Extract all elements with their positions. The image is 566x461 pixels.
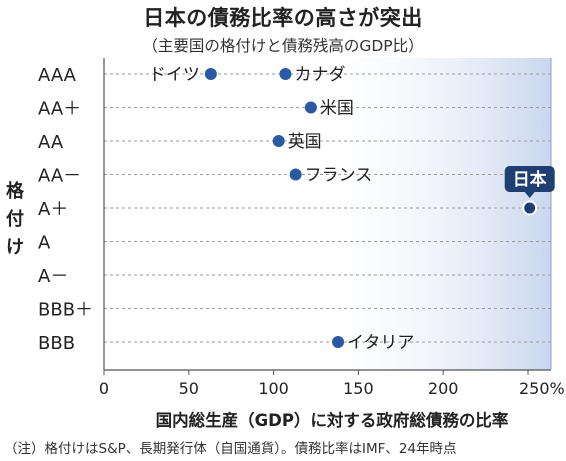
y-tick-label: AA: [38, 132, 64, 153]
y-tick-label: BBB＋: [38, 300, 93, 321]
x-tick-label: 150: [343, 379, 374, 398]
y-tick-label: A－: [38, 266, 68, 287]
plot-shading: [305, 58, 551, 370]
point-label: ドイツ: [149, 65, 200, 85]
x-tick-label: 0: [99, 379, 109, 398]
axes: [103, 58, 552, 371]
data-point: [522, 200, 538, 216]
grid-lines: [104, 73, 551, 343]
chart-subtitle: （主要国の格付けと債務残高のGDP比）: [142, 37, 424, 55]
data-point: [304, 101, 317, 114]
highlight-label-pointer: [524, 192, 535, 198]
point-label: 英国: [288, 132, 322, 152]
y-tick-label: AA－: [38, 166, 81, 187]
y-axis-label: 格付け: [6, 181, 24, 258]
x-axis-label: 国内総生産（GDP）に対する政府総債務の比率: [155, 411, 509, 430]
data-point: [279, 68, 292, 80]
x-tick-label: 250%: [519, 379, 565, 398]
point-label: フランス: [305, 166, 373, 186]
footnote: （注）格付けはS&P、長期発行体（自国通貨）。債務比率はIMF、24年時点: [4, 441, 457, 457]
x-tick-label: 50: [179, 379, 199, 398]
y-tick-label: AAA: [38, 65, 77, 86]
chart-title: 日本の債務比率の高さが突出: [143, 6, 423, 30]
x-tick-label: 100: [258, 379, 289, 398]
y-tick-label: BBB: [38, 333, 75, 354]
data-point: [272, 135, 285, 147]
point-label: カナダ: [294, 65, 345, 85]
highlight-label-box: [504, 166, 555, 192]
data-point: [204, 68, 217, 80]
x-tick-label: 200: [428, 379, 459, 398]
y-tick-label: A＋: [38, 199, 68, 220]
data-point: [332, 336, 345, 348]
point-label: 米国: [320, 99, 354, 119]
x-tick-labels: 0 50 100 150 200 250%: [99, 370, 565, 398]
y-tick-label: A: [38, 233, 51, 254]
data-point: [289, 168, 302, 181]
y-tick-label: AA＋: [38, 99, 81, 120]
point-label: イタリア: [347, 333, 414, 353]
point-label: 日本: [513, 169, 547, 190]
